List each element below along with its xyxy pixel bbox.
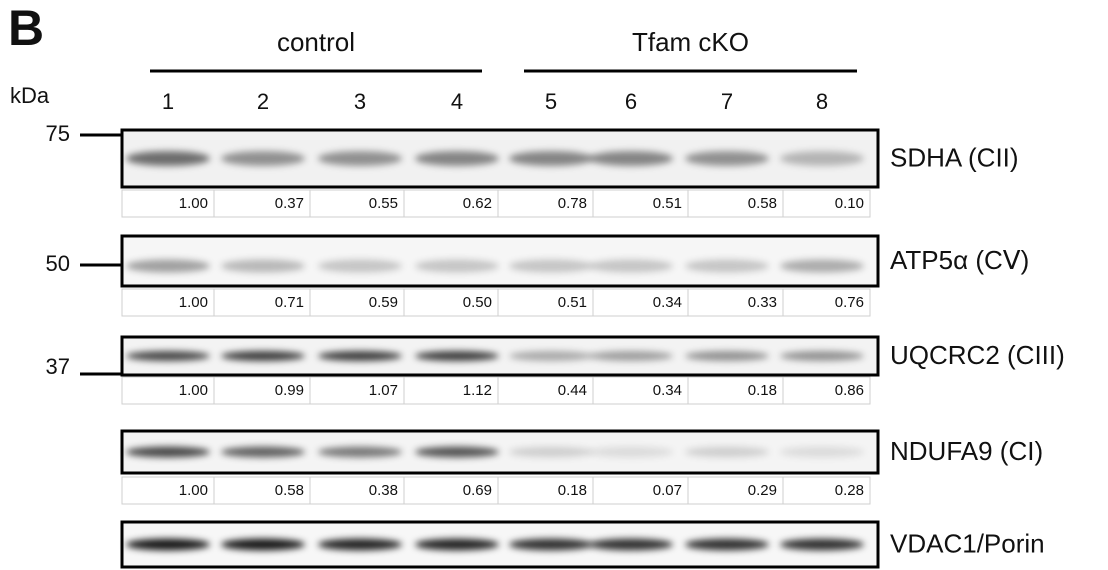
panel-label: B [8, 0, 44, 56]
blot-band [126, 260, 210, 273]
marker-label: 37 [46, 354, 70, 379]
blot-band [221, 447, 305, 458]
lane-number: 4 [451, 89, 463, 114]
lane-number: 3 [354, 89, 366, 114]
blot-band [685, 260, 769, 273]
blot-band [415, 539, 499, 551]
lane-number: 7 [721, 89, 733, 114]
blot-band [318, 151, 402, 166]
quant-value: 0.51 [558, 294, 587, 311]
blot-band [509, 539, 593, 551]
quant-value: 0.38 [369, 482, 398, 499]
blot-band [221, 151, 305, 166]
blot-band [221, 260, 305, 273]
quant-value: 1.00 [179, 482, 208, 499]
blot-band [415, 151, 499, 166]
quant-value: 0.10 [835, 195, 864, 212]
blot-band [685, 447, 769, 458]
blot-band [221, 539, 305, 551]
blot-band [589, 351, 673, 361]
blot-band [589, 447, 673, 458]
quant-value: 0.34 [653, 294, 682, 311]
group-label: control [277, 27, 355, 57]
quant-value: 0.58 [275, 482, 304, 499]
lane-number: 5 [545, 89, 557, 114]
blot-band [685, 351, 769, 361]
blot-band [318, 539, 402, 551]
quant-value: 0.69 [463, 482, 492, 499]
blot-band [780, 351, 864, 361]
quant-value: 0.07 [653, 482, 682, 499]
quant-value: 0.62 [463, 195, 492, 212]
quant-value: 0.37 [275, 195, 304, 212]
blot-band [415, 351, 499, 361]
blot-band [589, 260, 673, 273]
lane-number: 2 [257, 89, 269, 114]
blot-label: SDHA (CII) [890, 142, 1019, 172]
blot-label: NDUFA9 (CI) [890, 436, 1043, 466]
quant-value: 1.00 [179, 382, 208, 399]
blot-label: VDAC1/Porin [890, 528, 1045, 558]
quant-value: 0.86 [835, 382, 864, 399]
blot-band [509, 351, 593, 361]
blot-band [509, 260, 593, 273]
blot-band [126, 539, 210, 551]
blot-background [122, 236, 878, 286]
blot-band [509, 151, 593, 166]
quant-value: 0.18 [748, 382, 777, 399]
marker-label: 50 [46, 251, 70, 276]
blot-band [780, 447, 864, 458]
blot-band [126, 447, 210, 458]
quant-value: 1.12 [463, 382, 492, 399]
blot-band [126, 351, 210, 361]
blot-band [685, 151, 769, 166]
quant-value: 0.99 [275, 382, 304, 399]
blot-band [318, 260, 402, 273]
quant-value: 1.00 [179, 195, 208, 212]
lane-number: 1 [162, 89, 174, 114]
blot-band [780, 539, 864, 551]
quant-value: 0.51 [653, 195, 682, 212]
blot-band [415, 260, 499, 273]
quant-value: 0.28 [835, 482, 864, 499]
lane-number: 8 [816, 89, 828, 114]
blot-label: ATP5α (CⅤ) [890, 245, 1029, 275]
blot-label: UQCRC2 (CIII) [890, 340, 1065, 370]
lane-number: 6 [625, 89, 637, 114]
quant-value: 0.58 [748, 195, 777, 212]
quant-value: 0.29 [748, 482, 777, 499]
quant-value: 1.00 [179, 294, 208, 311]
blot-band [318, 351, 402, 361]
blot-band [415, 447, 499, 458]
blot-band [509, 447, 593, 458]
blot-band [685, 539, 769, 551]
quant-value: 0.78 [558, 195, 587, 212]
blot-band [126, 151, 210, 166]
quant-value: 1.07 [369, 382, 398, 399]
group-label: Tfam cKO [632, 27, 749, 57]
quant-value: 0.44 [558, 382, 587, 399]
figure-panel: B kDa control Tfam cKO 1 2 3 4 5 6 7 8 75 50 37 SDHA … [0, 0, 1108, 570]
blot-band [780, 151, 864, 166]
blot-band [318, 447, 402, 458]
quant-value: 0.59 [369, 294, 398, 311]
blot-band [589, 539, 673, 551]
quant-value: 0.55 [369, 195, 398, 212]
quant-value: 0.50 [463, 294, 492, 311]
marker-label: 75 [46, 121, 70, 146]
unit-label: kDa [10, 83, 50, 108]
blot-band [221, 351, 305, 361]
quant-value: 0.71 [275, 294, 304, 311]
quant-value: 0.34 [653, 382, 682, 399]
quant-value: 0.76 [835, 294, 864, 311]
quant-value: 0.18 [558, 482, 587, 499]
quant-value: 0.33 [748, 294, 777, 311]
blot-band [780, 260, 864, 273]
blot-band [589, 151, 673, 166]
